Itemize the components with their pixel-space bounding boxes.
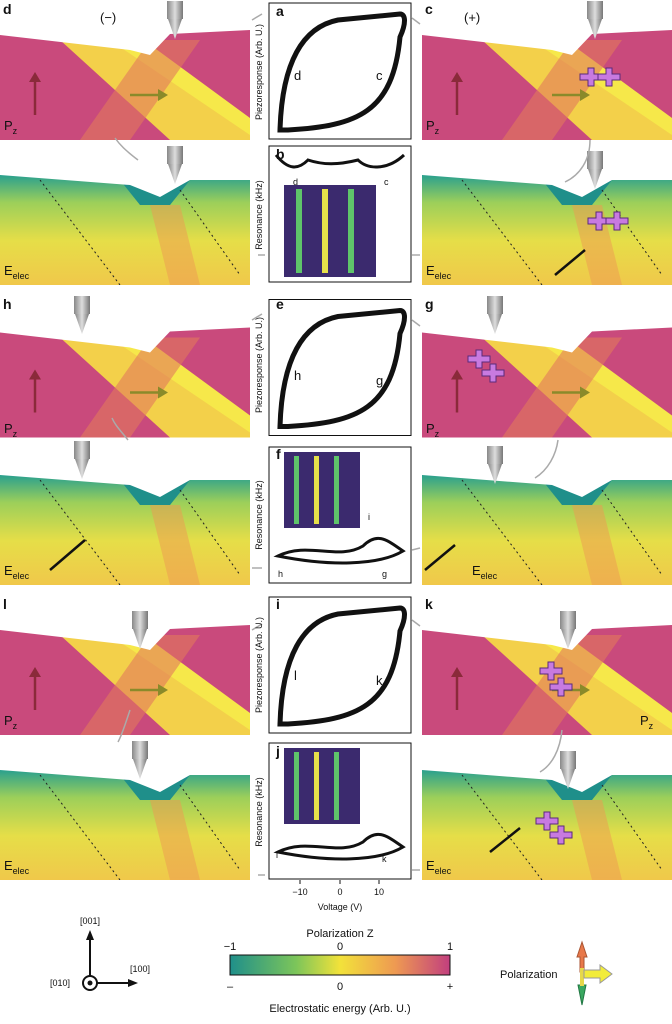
y-axis-label: Piezoresponse (Arb. U.): [254, 617, 264, 713]
panel-label: d: [3, 1, 12, 17]
panel-label: a: [276, 3, 284, 19]
y-axis-label: Piezoresponse (Arb. U.): [254, 24, 264, 120]
e-label-sub: elec: [13, 571, 30, 581]
x-axis-label: Voltage (V): [318, 902, 363, 912]
e-label: Eelec: [4, 858, 30, 876]
e-label-main: E: [426, 858, 435, 873]
e-label: Eelec: [426, 263, 452, 281]
y-axis-label: Resonance (kHz): [254, 480, 264, 550]
panel-label: c: [425, 1, 433, 17]
x-tick-label: −10: [292, 887, 307, 897]
e-label-sub: elec: [435, 866, 452, 876]
energy-tick: –: [227, 981, 234, 993]
colorbar-title: Polarization Z: [306, 928, 374, 940]
y-axis-label: Resonance (kHz): [254, 777, 264, 847]
axis-legend: [010]: [50, 978, 70, 988]
curve-label: g: [376, 373, 383, 388]
pz-label: Pz: [4, 421, 18, 439]
sign-label: (+): [464, 10, 480, 25]
e-label: Eelec: [4, 563, 30, 581]
panel-label: i: [276, 596, 280, 612]
pz-label-sub: z: [13, 721, 18, 731]
e-label: Eelec: [472, 563, 498, 581]
pz-label-main: P: [4, 421, 13, 436]
sign-label: (−): [100, 10, 116, 25]
panel-label: h: [3, 296, 12, 312]
curve-label: d: [294, 68, 301, 83]
pz-label-sub: z: [435, 126, 440, 136]
curve-label: k: [382, 854, 387, 864]
e-label-main: E: [4, 563, 13, 578]
pz-label-main: P: [426, 118, 435, 133]
pz-label-sub: z: [13, 126, 18, 136]
curve-label: l: [294, 668, 297, 683]
pz-label: Pz: [426, 421, 440, 439]
pz-label: Pz: [640, 713, 654, 731]
pz-label-sub: z: [435, 429, 440, 439]
e-label-main: E: [426, 263, 435, 278]
pz-label-main: P: [426, 421, 435, 436]
panel-label: f: [276, 446, 281, 462]
panel-label: l: [3, 596, 7, 612]
panel-label: k: [425, 596, 433, 612]
panel-label: g: [425, 296, 434, 312]
pz-label-main: P: [640, 713, 649, 728]
curve-label: c: [376, 68, 383, 83]
curve-label: l: [276, 850, 278, 860]
energy-label: Electrostatic energy (Arb. U.): [269, 1003, 410, 1015]
curve-label: h: [294, 368, 301, 383]
x-tick-label: 10: [374, 887, 384, 897]
colorbar-tick: −1: [224, 941, 237, 953]
e-label: Eelec: [426, 858, 452, 876]
colorbar-tick: 0: [337, 941, 343, 953]
panel-label: j: [275, 743, 280, 759]
colorbar-tick: 1: [447, 941, 453, 953]
e-label-main: E: [472, 563, 481, 578]
pz-label-sub: z: [13, 429, 18, 439]
axis-legend: [001]: [80, 916, 100, 926]
e-label-sub: elec: [481, 571, 498, 581]
pz-label: Pz: [4, 713, 18, 731]
pz-label-main: P: [4, 118, 13, 133]
pz-label: Pz: [426, 118, 440, 136]
x-tick-label: 0: [337, 887, 342, 897]
axis-legend: [100]: [130, 964, 150, 974]
energy-tick: 0: [337, 981, 343, 993]
e-label-main: E: [4, 263, 13, 278]
pz-label-main: P: [4, 713, 13, 728]
curve-label: c: [384, 177, 389, 187]
curve-label: i: [368, 512, 370, 522]
curve-label: d: [293, 177, 298, 187]
e-label-sub: elec: [13, 866, 30, 876]
e-label-main: E: [4, 858, 13, 873]
panel-label: b: [276, 146, 285, 162]
curve-label: h: [278, 569, 283, 579]
y-axis-label: Resonance (kHz): [254, 180, 264, 250]
y-axis-label: Piezoresponse (Arb. U.): [254, 317, 264, 413]
curve-label: k: [376, 673, 383, 688]
e-label-sub: elec: [435, 271, 452, 281]
pz-label: Pz: [4, 118, 18, 136]
e-label-sub: elec: [13, 271, 30, 281]
e-label: Eelec: [4, 263, 30, 281]
energy-tick: +: [447, 981, 453, 993]
polarization-label: Polarization: [500, 969, 557, 981]
panel-label: e: [276, 296, 284, 312]
curve-label: g: [382, 569, 387, 579]
pz-label-sub: z: [649, 721, 654, 731]
